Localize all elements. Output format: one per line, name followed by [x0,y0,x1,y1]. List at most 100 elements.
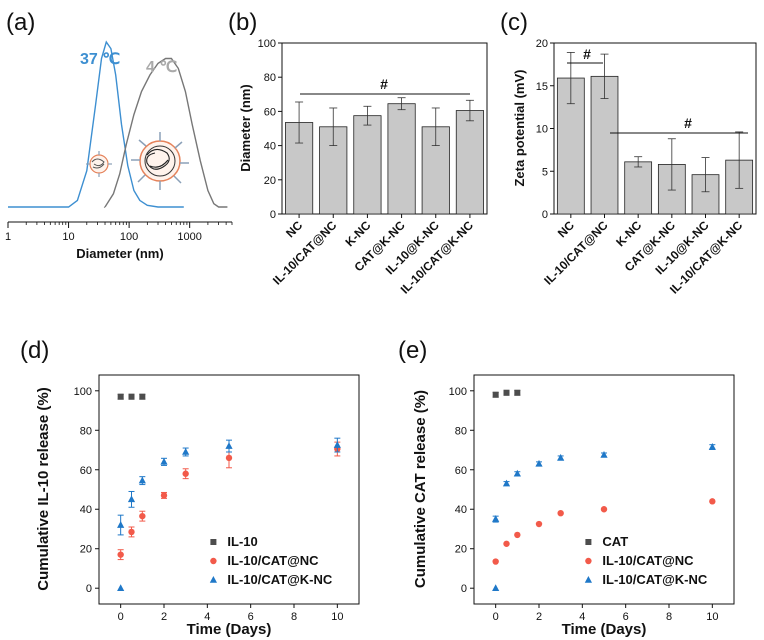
e-data-point [502,479,511,487]
e-legend-marker [585,557,592,565]
panel-a-x-tick-label: 1000 [177,231,201,243]
e-x-tick-label: 8 [666,611,672,623]
d-x-tick-label: 0 [118,611,124,623]
d-y-tick-label: 40 [80,504,92,516]
c-y-tick-label: 5 [542,166,548,178]
d-data-point [225,442,233,449]
b-y-tick-label: 20 [264,175,276,187]
panel-label-d: (d) [20,337,49,364]
panel-d-plot-frame [98,374,360,605]
d-data-point [128,393,135,400]
c-category-label: NC [555,218,577,240]
small-nanocomplex-illustration [86,151,112,177]
e-data-point [557,453,565,461]
e-legend-label: IL-10/CAT@NC [602,553,694,568]
d-y-tick-label: 20 [80,544,92,556]
d-data-point [160,457,168,465]
panel-b-plot-frame [281,42,488,215]
d-data-point [117,393,124,400]
b-bar [353,115,382,215]
b-y-tick-label: 100 [258,38,276,50]
b-category-label: K-NC [342,218,373,249]
label-37c: 37 ℃ [80,51,120,68]
e-y-tick-label: 60 [455,465,467,477]
c-category-label: K-NC [613,218,644,249]
label-4c: 4 ℃ [146,59,177,76]
e-y-tick-label: 40 [455,504,467,516]
panel-d-x-title: Time (Days) [187,621,272,638]
d-y-tick-label: 60 [80,465,92,477]
c-bar [624,161,653,215]
panel-b-y-title: Diameter (nm) [238,84,253,171]
d-x-tick-label: 8 [291,611,297,623]
panel-e-plot-frame [473,374,735,605]
d-data-point [128,528,135,536]
e-data-point [492,391,499,398]
panel-a-x-tick-label: 1 [5,231,11,243]
e-legend-label: IL-10/CAT@K-NC [602,572,707,587]
d-data-point [182,447,190,455]
panel-label-a: (a) [6,9,35,36]
d-x-tick-label: 4 [204,611,210,623]
e-x-tick-label: 6 [623,611,629,623]
e-legend-marker [585,539,592,545]
e-data-point [513,469,521,477]
d-data-point [117,521,125,528]
panel-a-x-title: Diameter (nm) [76,246,163,261]
e-data-point [709,498,716,505]
b-y-tick-label: 60 [264,106,276,118]
e-data-point [492,515,500,522]
d-data-point [225,454,233,462]
panel-d-y-title: Cumulative IL-10 release (%) [35,387,52,590]
c-y-tick-label: 15 [536,81,548,93]
e-data-point [503,389,510,396]
panel-label-c: (c) [500,9,528,36]
c-y-tick-label: 10 [536,124,548,136]
d-data-point [139,393,146,400]
b-y-tick-label: 0 [270,209,276,221]
panel-e-x-title: Time (Days) [562,621,647,638]
d-y-tick-label: 100 [74,386,92,398]
d-legend-marker [209,576,217,583]
b-category-label: NC [283,218,305,240]
e-x-tick-label: 4 [579,611,585,623]
b-y-tick-label: 80 [264,72,276,84]
e-data-point [514,531,521,539]
e-data-point [708,443,716,450]
d-x-tick-label: 2 [161,611,167,623]
d-data-point [138,476,146,484]
e-data-point [600,506,608,513]
d-y-tick-label: 80 [80,425,92,437]
d-data-point [127,495,136,503]
e-x-tick-label: 10 [706,611,718,623]
e-data-point [514,389,521,396]
d-legend-marker [210,539,217,545]
c-y-tick-label: 20 [536,38,548,50]
d-y-tick-label: 0 [86,583,92,595]
e-y-tick-label: 100 [449,386,467,398]
d-legend-marker [210,557,217,565]
panel-a-series-line-37c [8,40,184,208]
e-x-tick-label: 2 [536,611,542,623]
panel-c-y-title: Zeta potential (mV) [512,69,527,186]
d-x-tick-label: 10 [331,611,343,623]
d-data-point [139,512,146,520]
panel-c-significance-mark-2: # [684,115,692,131]
panel-a-series-line-4c [103,57,228,208]
panel-label-e: (e) [398,337,427,364]
e-y-tick-label: 20 [455,544,467,556]
d-data-point [160,492,168,499]
d-data-point [117,584,125,592]
panel-b-significance-mark: # [380,76,388,92]
b-bar [387,103,416,215]
e-legend-label: CAT [602,534,628,549]
e-data-point [492,558,499,565]
e-y-tick-label: 0 [461,583,467,595]
panel-c-significance-mark-1: # [583,46,591,62]
c-y-tick-label: 0 [542,209,548,221]
d-data-point [182,470,189,477]
